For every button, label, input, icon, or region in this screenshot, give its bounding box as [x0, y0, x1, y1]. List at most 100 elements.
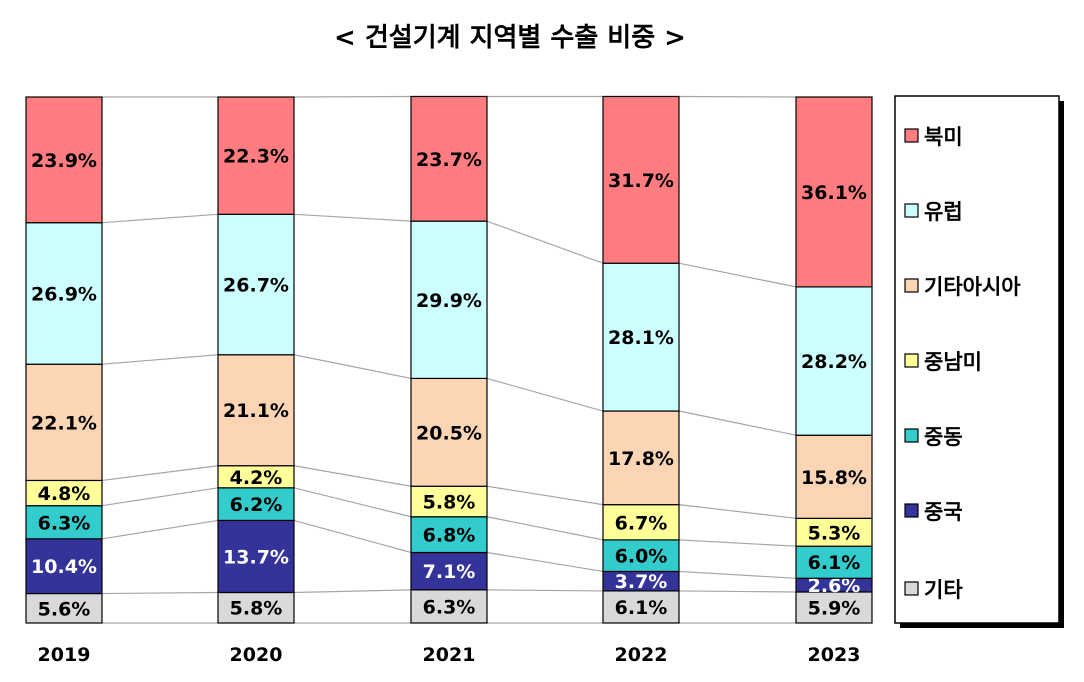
bar-segment [410, 95, 488, 222]
bar-segment [217, 487, 295, 522]
data-label: 4.8% [38, 483, 91, 505]
bar-segment [217, 96, 295, 215]
bar-segment [795, 434, 873, 519]
bar-segment [217, 354, 295, 467]
data-label: 36.1% [801, 182, 867, 204]
data-label: 6.3% [38, 512, 91, 534]
data-label: 6.1% [808, 552, 861, 574]
bar-segment [25, 538, 103, 595]
data-label: 23.9% [31, 150, 97, 172]
data-label: 28.1% [608, 327, 674, 349]
data-label: 7.1% [423, 561, 476, 583]
bar-segment [795, 545, 873, 579]
bar-segment [217, 519, 295, 594]
series-line [678, 262, 797, 288]
legend-label: 북미 [924, 125, 963, 149]
data-label: 5.9% [808, 597, 861, 619]
series-line [486, 551, 604, 573]
series-line [293, 213, 412, 222]
data-label: 29.9% [416, 290, 482, 312]
legend-label: 중국 [924, 500, 963, 524]
series-line [486, 377, 604, 412]
data-label: 17.8% [608, 448, 674, 470]
legend-label: 중동 [924, 425, 963, 449]
series-line [678, 410, 797, 436]
data-label: 6.7% [615, 512, 668, 534]
legend-swatch [904, 428, 919, 443]
series-line [293, 95, 412, 98]
bar-segment [410, 485, 488, 518]
bar-segment [25, 222, 103, 365]
data-label: 5.8% [423, 491, 476, 513]
series-line [678, 504, 797, 519]
data-label: 5.3% [808, 522, 861, 544]
chart-title: < 건설기계 지역별 수출 비중 > [334, 23, 686, 53]
series-line [678, 539, 797, 547]
series-line [293, 354, 412, 379]
bar-segment [602, 262, 680, 412]
bar-segment [217, 591, 295, 624]
bar-segment [410, 589, 488, 624]
bar-segment [25, 96, 103, 224]
series-connector-lines [101, 95, 797, 624]
series-line [101, 591, 219, 595]
legend-swatch [904, 503, 919, 518]
bar-segment [602, 95, 680, 264]
series-line [293, 487, 412, 518]
data-label: 20.5% [416, 422, 482, 444]
bar-segment [25, 505, 103, 540]
bar-segment [602, 504, 680, 541]
bar-segment [602, 590, 680, 624]
bar-segment [795, 96, 873, 288]
series-line [293, 589, 412, 594]
x-tick-label: 2021 [423, 644, 476, 666]
series-line [678, 570, 797, 579]
data-label: 6.8% [423, 525, 476, 547]
bar-segment [602, 410, 680, 506]
series-line [293, 465, 412, 487]
data-label: 28.2% [801, 351, 867, 373]
data-label: 6.2% [230, 494, 283, 516]
x-tick-label: 2023 [808, 644, 861, 666]
bar-segment [25, 479, 103, 507]
x-tick-label: 2020 [230, 644, 283, 666]
x-axis-labels: 2019 2020 2021 2022 2023 [38, 644, 861, 666]
data-label: 5.6% [38, 598, 91, 620]
data-label: 21.1% [223, 400, 289, 422]
series-line [678, 95, 797, 98]
bar-segment [795, 286, 873, 436]
x-tick-label: 2022 [615, 644, 668, 666]
x-tick-label: 2019 [38, 644, 91, 666]
data-label: 13.7% [223, 546, 289, 568]
legend-swatch [904, 581, 919, 596]
data-label: 31.7% [608, 170, 674, 192]
legend-label: 중남미 [924, 350, 982, 374]
bar-segment [410, 377, 488, 487]
legend-swatch [904, 128, 919, 143]
data-label: 26.9% [31, 283, 97, 305]
data-label: 6.1% [615, 597, 668, 619]
data-label: 10.4% [31, 556, 97, 578]
bar-segment [25, 363, 103, 482]
legend-label: 기타 [924, 578, 963, 602]
series-line [101, 354, 219, 365]
series-line [293, 519, 412, 554]
series-line [101, 487, 219, 507]
legend-swatch [904, 278, 919, 293]
data-label: 6.0% [615, 546, 668, 568]
bar-segment [602, 539, 680, 573]
legend-label: 기타아시아 [924, 275, 1021, 299]
data-label: 26.7% [223, 275, 289, 297]
bar-segment [795, 517, 873, 547]
series-line [101, 519, 219, 540]
legend-box [894, 95, 1060, 624]
series-line [486, 220, 604, 264]
legend-swatch [904, 353, 919, 368]
series-line [101, 213, 219, 224]
data-label: 5.8% [230, 598, 283, 620]
series-line [101, 465, 219, 482]
series-line [486, 516, 604, 541]
series-line [678, 590, 797, 593]
